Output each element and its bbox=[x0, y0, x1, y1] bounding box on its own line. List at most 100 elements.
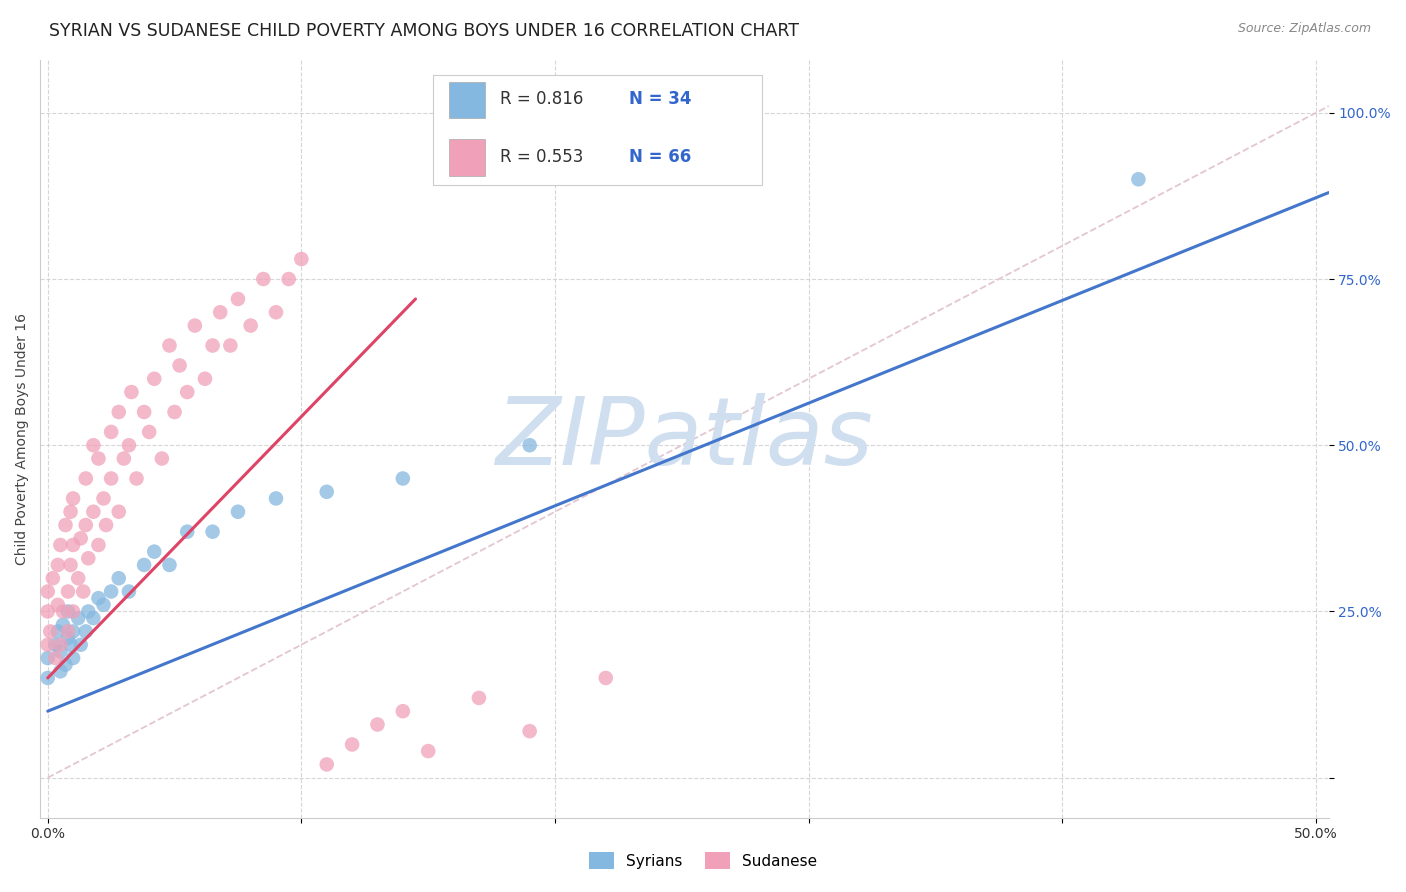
Point bbox=[59, 638, 82, 652]
Point bbox=[62, 651, 84, 665]
Point bbox=[209, 305, 232, 319]
Point bbox=[176, 524, 198, 539]
Point bbox=[67, 571, 90, 585]
Point bbox=[120, 385, 142, 400]
Text: N = 66: N = 66 bbox=[628, 147, 692, 166]
Point bbox=[44, 651, 66, 665]
Point bbox=[55, 518, 77, 533]
Point bbox=[75, 624, 97, 639]
Point bbox=[39, 624, 62, 639]
Point bbox=[87, 538, 110, 552]
Point bbox=[37, 638, 59, 652]
Point bbox=[37, 605, 59, 619]
Point bbox=[118, 584, 141, 599]
Point bbox=[118, 438, 141, 452]
FancyBboxPatch shape bbox=[449, 81, 485, 118]
Point bbox=[468, 690, 491, 705]
Point bbox=[69, 532, 91, 546]
Point bbox=[194, 372, 217, 386]
Point bbox=[49, 638, 72, 652]
Point bbox=[264, 491, 287, 506]
Point bbox=[59, 558, 82, 572]
Point bbox=[143, 544, 166, 558]
Point bbox=[132, 558, 155, 572]
Point bbox=[56, 631, 79, 645]
Point bbox=[112, 451, 135, 466]
Point bbox=[77, 551, 100, 566]
Point bbox=[392, 471, 415, 485]
Point bbox=[82, 438, 104, 452]
Point bbox=[290, 252, 312, 266]
Point bbox=[37, 584, 59, 599]
Point bbox=[62, 624, 84, 639]
Point bbox=[100, 425, 122, 439]
Point bbox=[93, 491, 115, 506]
Point bbox=[55, 657, 77, 672]
Point bbox=[418, 744, 440, 758]
Point bbox=[69, 638, 91, 652]
Point bbox=[87, 451, 110, 466]
Point bbox=[56, 605, 79, 619]
Text: ZIPatlas: ZIPatlas bbox=[495, 393, 873, 484]
Point bbox=[49, 665, 72, 679]
Point bbox=[132, 405, 155, 419]
Point bbox=[315, 484, 337, 499]
Point bbox=[52, 617, 75, 632]
Point bbox=[52, 605, 75, 619]
Point bbox=[125, 471, 148, 485]
Point bbox=[49, 538, 72, 552]
Point bbox=[277, 272, 299, 286]
Point bbox=[107, 405, 129, 419]
Point bbox=[519, 438, 541, 452]
Point bbox=[75, 471, 97, 485]
Text: R = 0.553: R = 0.553 bbox=[501, 147, 583, 166]
Point bbox=[107, 505, 129, 519]
Point bbox=[150, 451, 173, 466]
Text: Source: ZipAtlas.com: Source: ZipAtlas.com bbox=[1237, 22, 1371, 36]
Point bbox=[82, 505, 104, 519]
Point bbox=[264, 305, 287, 319]
Point bbox=[340, 738, 363, 752]
Point bbox=[366, 717, 388, 731]
Point bbox=[46, 558, 69, 572]
Point bbox=[37, 671, 59, 685]
Point bbox=[226, 505, 249, 519]
Y-axis label: Child Poverty Among Boys Under 16: Child Poverty Among Boys Under 16 bbox=[15, 312, 30, 565]
Point bbox=[184, 318, 207, 333]
Point bbox=[42, 571, 65, 585]
Point bbox=[226, 292, 249, 306]
Point bbox=[1128, 172, 1150, 186]
Point bbox=[100, 471, 122, 485]
FancyBboxPatch shape bbox=[449, 139, 485, 176]
Text: N = 34: N = 34 bbox=[628, 90, 692, 108]
Legend: Syrians, Sudanese: Syrians, Sudanese bbox=[583, 846, 823, 875]
Text: SYRIAN VS SUDANESE CHILD POVERTY AMONG BOYS UNDER 16 CORRELATION CHART: SYRIAN VS SUDANESE CHILD POVERTY AMONG B… bbox=[49, 22, 799, 40]
Point bbox=[75, 518, 97, 533]
Point bbox=[56, 624, 79, 639]
Point bbox=[93, 598, 115, 612]
Point bbox=[201, 338, 224, 352]
Point bbox=[519, 724, 541, 739]
Point bbox=[219, 338, 242, 352]
Point bbox=[46, 624, 69, 639]
Point bbox=[94, 518, 117, 533]
Point bbox=[315, 757, 337, 772]
Point bbox=[239, 318, 262, 333]
Point bbox=[72, 584, 94, 599]
Point bbox=[44, 638, 66, 652]
Point bbox=[37, 651, 59, 665]
Point bbox=[176, 385, 198, 400]
Point bbox=[169, 359, 191, 373]
Point bbox=[49, 644, 72, 658]
Point bbox=[59, 505, 82, 519]
Point bbox=[77, 605, 100, 619]
Point bbox=[159, 338, 181, 352]
Point bbox=[163, 405, 186, 419]
Text: R = 0.816: R = 0.816 bbox=[501, 90, 583, 108]
Point bbox=[56, 584, 79, 599]
Point bbox=[143, 372, 166, 386]
Point bbox=[107, 571, 129, 585]
Point bbox=[252, 272, 274, 286]
Point bbox=[595, 671, 617, 685]
Point bbox=[67, 611, 90, 625]
